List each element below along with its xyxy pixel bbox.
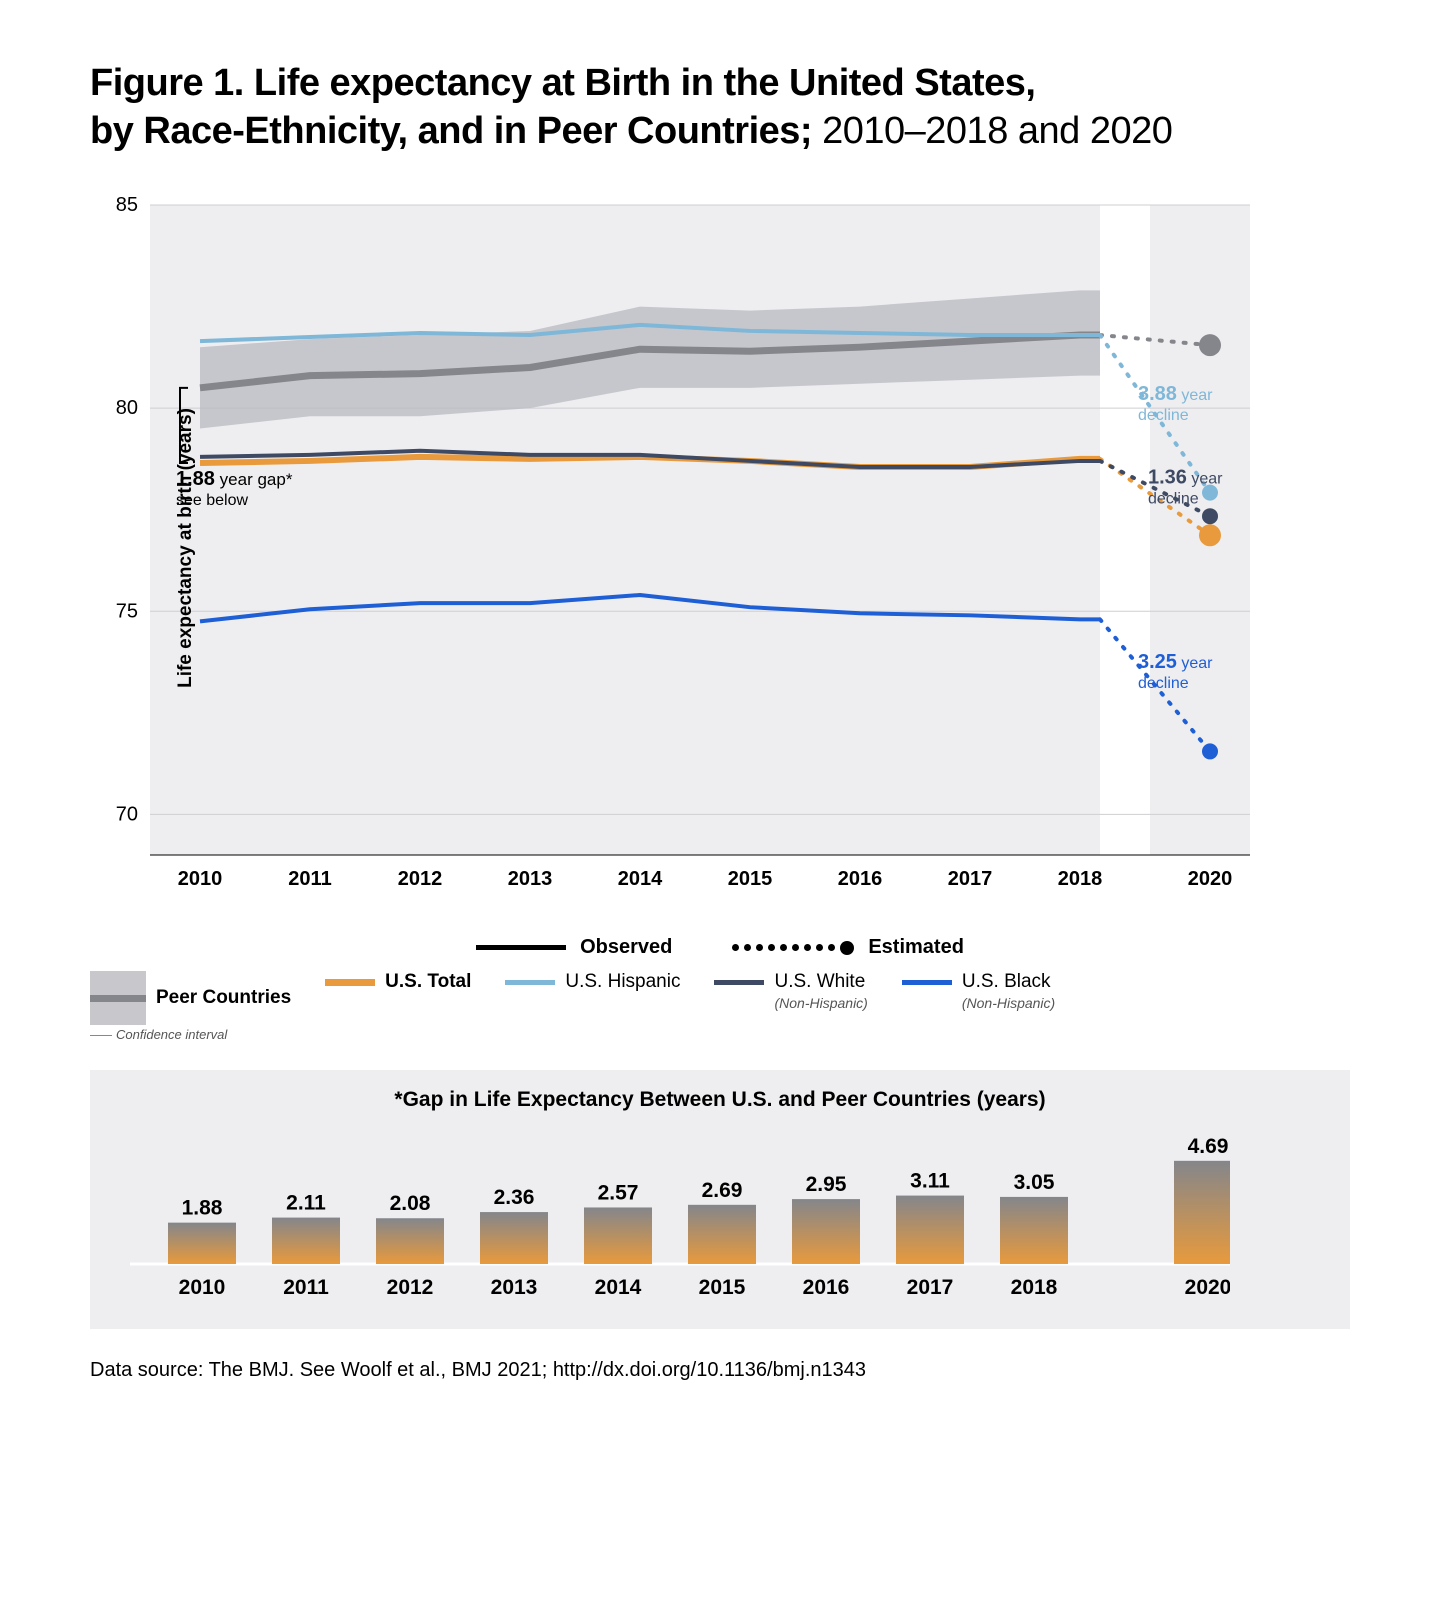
- svg-text:decline: decline: [1138, 675, 1189, 692]
- svg-text:2020: 2020: [1185, 1276, 1230, 1299]
- svg-text:2011: 2011: [288, 868, 331, 890]
- legend-label: Estimated: [868, 936, 964, 959]
- svg-text:2012: 2012: [398, 868, 443, 890]
- y-axis-label: Life expectancy at birth (years): [175, 408, 197, 688]
- legend-us_total: U.S. Total: [325, 971, 471, 993]
- figure-title: Figure 1. Life expectancy at Birth in th…: [90, 60, 1350, 155]
- svg-text:2.08: 2.08: [390, 1192, 431, 1215]
- observed-line-icon: [476, 945, 566, 950]
- svg-text:2018: 2018: [1058, 868, 1103, 890]
- svg-text:2013: 2013: [491, 1276, 538, 1299]
- svg-text:85: 85: [116, 194, 138, 216]
- legend-hispanic: U.S. Hispanic: [505, 971, 680, 993]
- bar-chart-svg: 1.88 2010 2.11 2011 2.08 2012 2.36 2013 2.57 2014…: [130, 1124, 1230, 1304]
- legend-white: U.S. White(Non-Hispanic): [714, 971, 867, 1011]
- svg-text:2020: 2020: [1188, 868, 1233, 890]
- svg-text:2.57: 2.57: [598, 1181, 639, 1204]
- svg-text:1.36 year: 1.36 year: [1148, 466, 1223, 488]
- data-source: Data source: The BMJ. See Woolf et al., …: [90, 1359, 1350, 1382]
- svg-text:4.69: 4.69: [1188, 1135, 1229, 1158]
- line-chart-area: Life expectancy at birth (years) 70 75 80 8…: [90, 185, 1350, 910]
- gap-bar-chart: *Gap in Life Expectancy Between U.S. and…: [90, 1070, 1350, 1329]
- svg-text:1.88: 1.88: [182, 1197, 223, 1220]
- svg-text:3.88 year: 3.88 year: [1138, 383, 1213, 405]
- line-chart-svg: 70 75 80 85 2010 2011 2012 2013 2014 2015 2016 2017…: [90, 185, 1270, 905]
- svg-text:3.05: 3.05: [1014, 1171, 1055, 1194]
- svg-text:2010: 2010: [178, 868, 223, 890]
- svg-text:decline: decline: [1138, 407, 1189, 424]
- svg-text:2.36: 2.36: [494, 1186, 535, 1209]
- svg-text:2014: 2014: [618, 868, 663, 890]
- legend-label: Observed: [580, 936, 672, 959]
- svg-text:2016: 2016: [803, 1276, 850, 1299]
- svg-text:70: 70: [116, 803, 138, 825]
- svg-text:2.69: 2.69: [702, 1179, 743, 1202]
- observed-estimated-legend: Observed Estimated: [90, 936, 1350, 959]
- svg-text:2017: 2017: [948, 868, 993, 890]
- estimated-line-icon: [732, 941, 854, 955]
- series-legend: Peer CountriesConfidence interval U.S. To…: [90, 971, 1350, 1042]
- svg-text:75: 75: [116, 600, 138, 622]
- svg-text:2011: 2011: [283, 1276, 329, 1299]
- svg-text:2013: 2013: [508, 868, 553, 890]
- svg-text:2.11: 2.11: [286, 1192, 326, 1215]
- legend-observed: Observed: [476, 936, 672, 959]
- svg-text:3.11: 3.11: [910, 1170, 950, 1193]
- svg-text:2016: 2016: [838, 868, 883, 890]
- svg-text:2015: 2015: [699, 1276, 746, 1299]
- svg-text:2010: 2010: [179, 1276, 226, 1299]
- svg-text:80: 80: [116, 397, 138, 419]
- svg-text:2.95: 2.95: [806, 1173, 847, 1196]
- svg-text:2018: 2018: [1011, 1276, 1058, 1299]
- legend-estimated: Estimated: [732, 936, 964, 959]
- svg-text:2015: 2015: [728, 868, 773, 890]
- svg-text:2014: 2014: [595, 1276, 642, 1299]
- svg-text:2017: 2017: [907, 1276, 954, 1299]
- svg-text:2012: 2012: [387, 1276, 434, 1299]
- svg-text:3.25 year: 3.25 year: [1138, 651, 1213, 673]
- bar-chart-title: *Gap in Life Expectancy Between U.S. and…: [130, 1088, 1310, 1112]
- legend-peer: Peer CountriesConfidence interval: [90, 971, 291, 1042]
- legend-black: U.S. Black(Non-Hispanic): [902, 971, 1055, 1011]
- svg-text:decline: decline: [1148, 490, 1199, 507]
